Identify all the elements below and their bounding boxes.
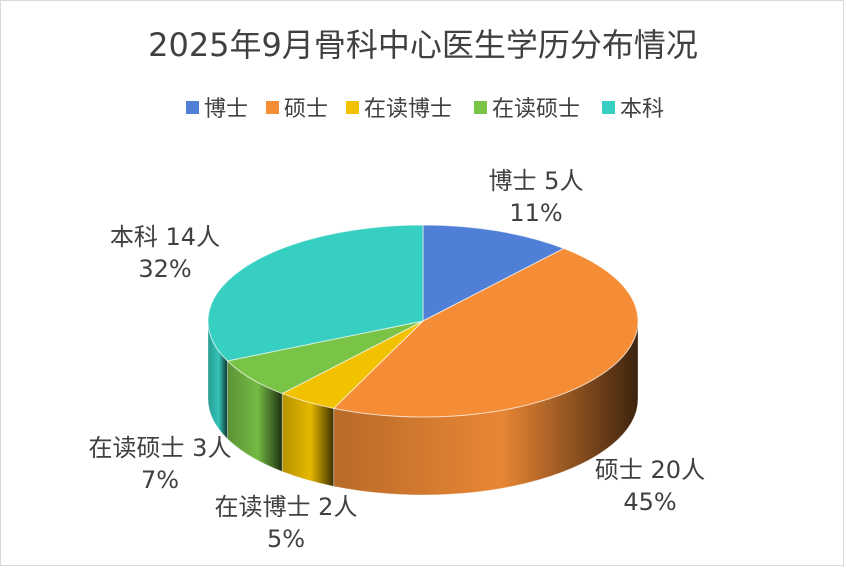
- data-label-value: 本科 14人: [110, 223, 220, 251]
- legend-item-0: 博士: [186, 97, 248, 122]
- legend-label: 本科: [620, 97, 664, 122]
- data-label-0: 博士 5人 11%: [489, 167, 584, 227]
- pie-slices: [207, 224, 639, 496]
- legend: 博士 硕士 在读博士 在读硕士 本科: [186, 97, 664, 122]
- legend-swatch: [186, 101, 199, 114]
- legend-item-1: 硕士: [266, 97, 328, 122]
- legend-item-4: 本科: [602, 97, 664, 122]
- legend-swatch: [474, 101, 487, 114]
- data-label-percent: 7%: [141, 466, 179, 494]
- data-label-percent: 45%: [623, 488, 676, 516]
- data-label-value: 硕士 20人: [595, 456, 705, 484]
- legend-item-3: 在读硕士: [474, 97, 580, 122]
- legend-label: 在读硕士: [492, 97, 580, 122]
- data-label-4: 本科 14人 32%: [110, 223, 220, 283]
- pie-slice-1: [332, 247, 639, 418]
- pie-slice-4: [207, 224, 424, 362]
- pie-slice-0: [422, 224, 566, 322]
- chart-title: 2025年9月骨科中心医生学历分布情况: [148, 26, 698, 64]
- data-label-value: 博士 5人: [489, 167, 584, 195]
- data-labels: 博士 5人 11% 硕士 20人 45% 在读博士 2人 5% 在读硕士 3人 7% 本科 14…: [89, 167, 706, 553]
- data-label-percent: 11%: [509, 199, 562, 227]
- legend-label: 硕士: [284, 97, 328, 122]
- legend-label: 博士: [204, 97, 248, 122]
- legend-item-2: 在读博士: [346, 97, 452, 122]
- legend-swatch: [602, 101, 615, 114]
- data-label-3: 在读硕士 3人 7%: [89, 434, 232, 494]
- legend-label: 在读博士: [364, 97, 452, 122]
- legend-swatch: [266, 101, 279, 114]
- data-label-percent: 32%: [138, 255, 191, 283]
- data-label-1: 硕士 20人 45%: [595, 456, 705, 516]
- legend-swatch: [346, 101, 359, 114]
- data-label-value: 在读硕士 3人: [89, 434, 232, 462]
- data-label-2: 在读博士 2人 5%: [215, 493, 358, 553]
- data-label-value: 在读博士 2人: [215, 493, 358, 521]
- data-label-percent: 5%: [267, 525, 305, 553]
- pie-side-slice-2: [281, 392, 335, 487]
